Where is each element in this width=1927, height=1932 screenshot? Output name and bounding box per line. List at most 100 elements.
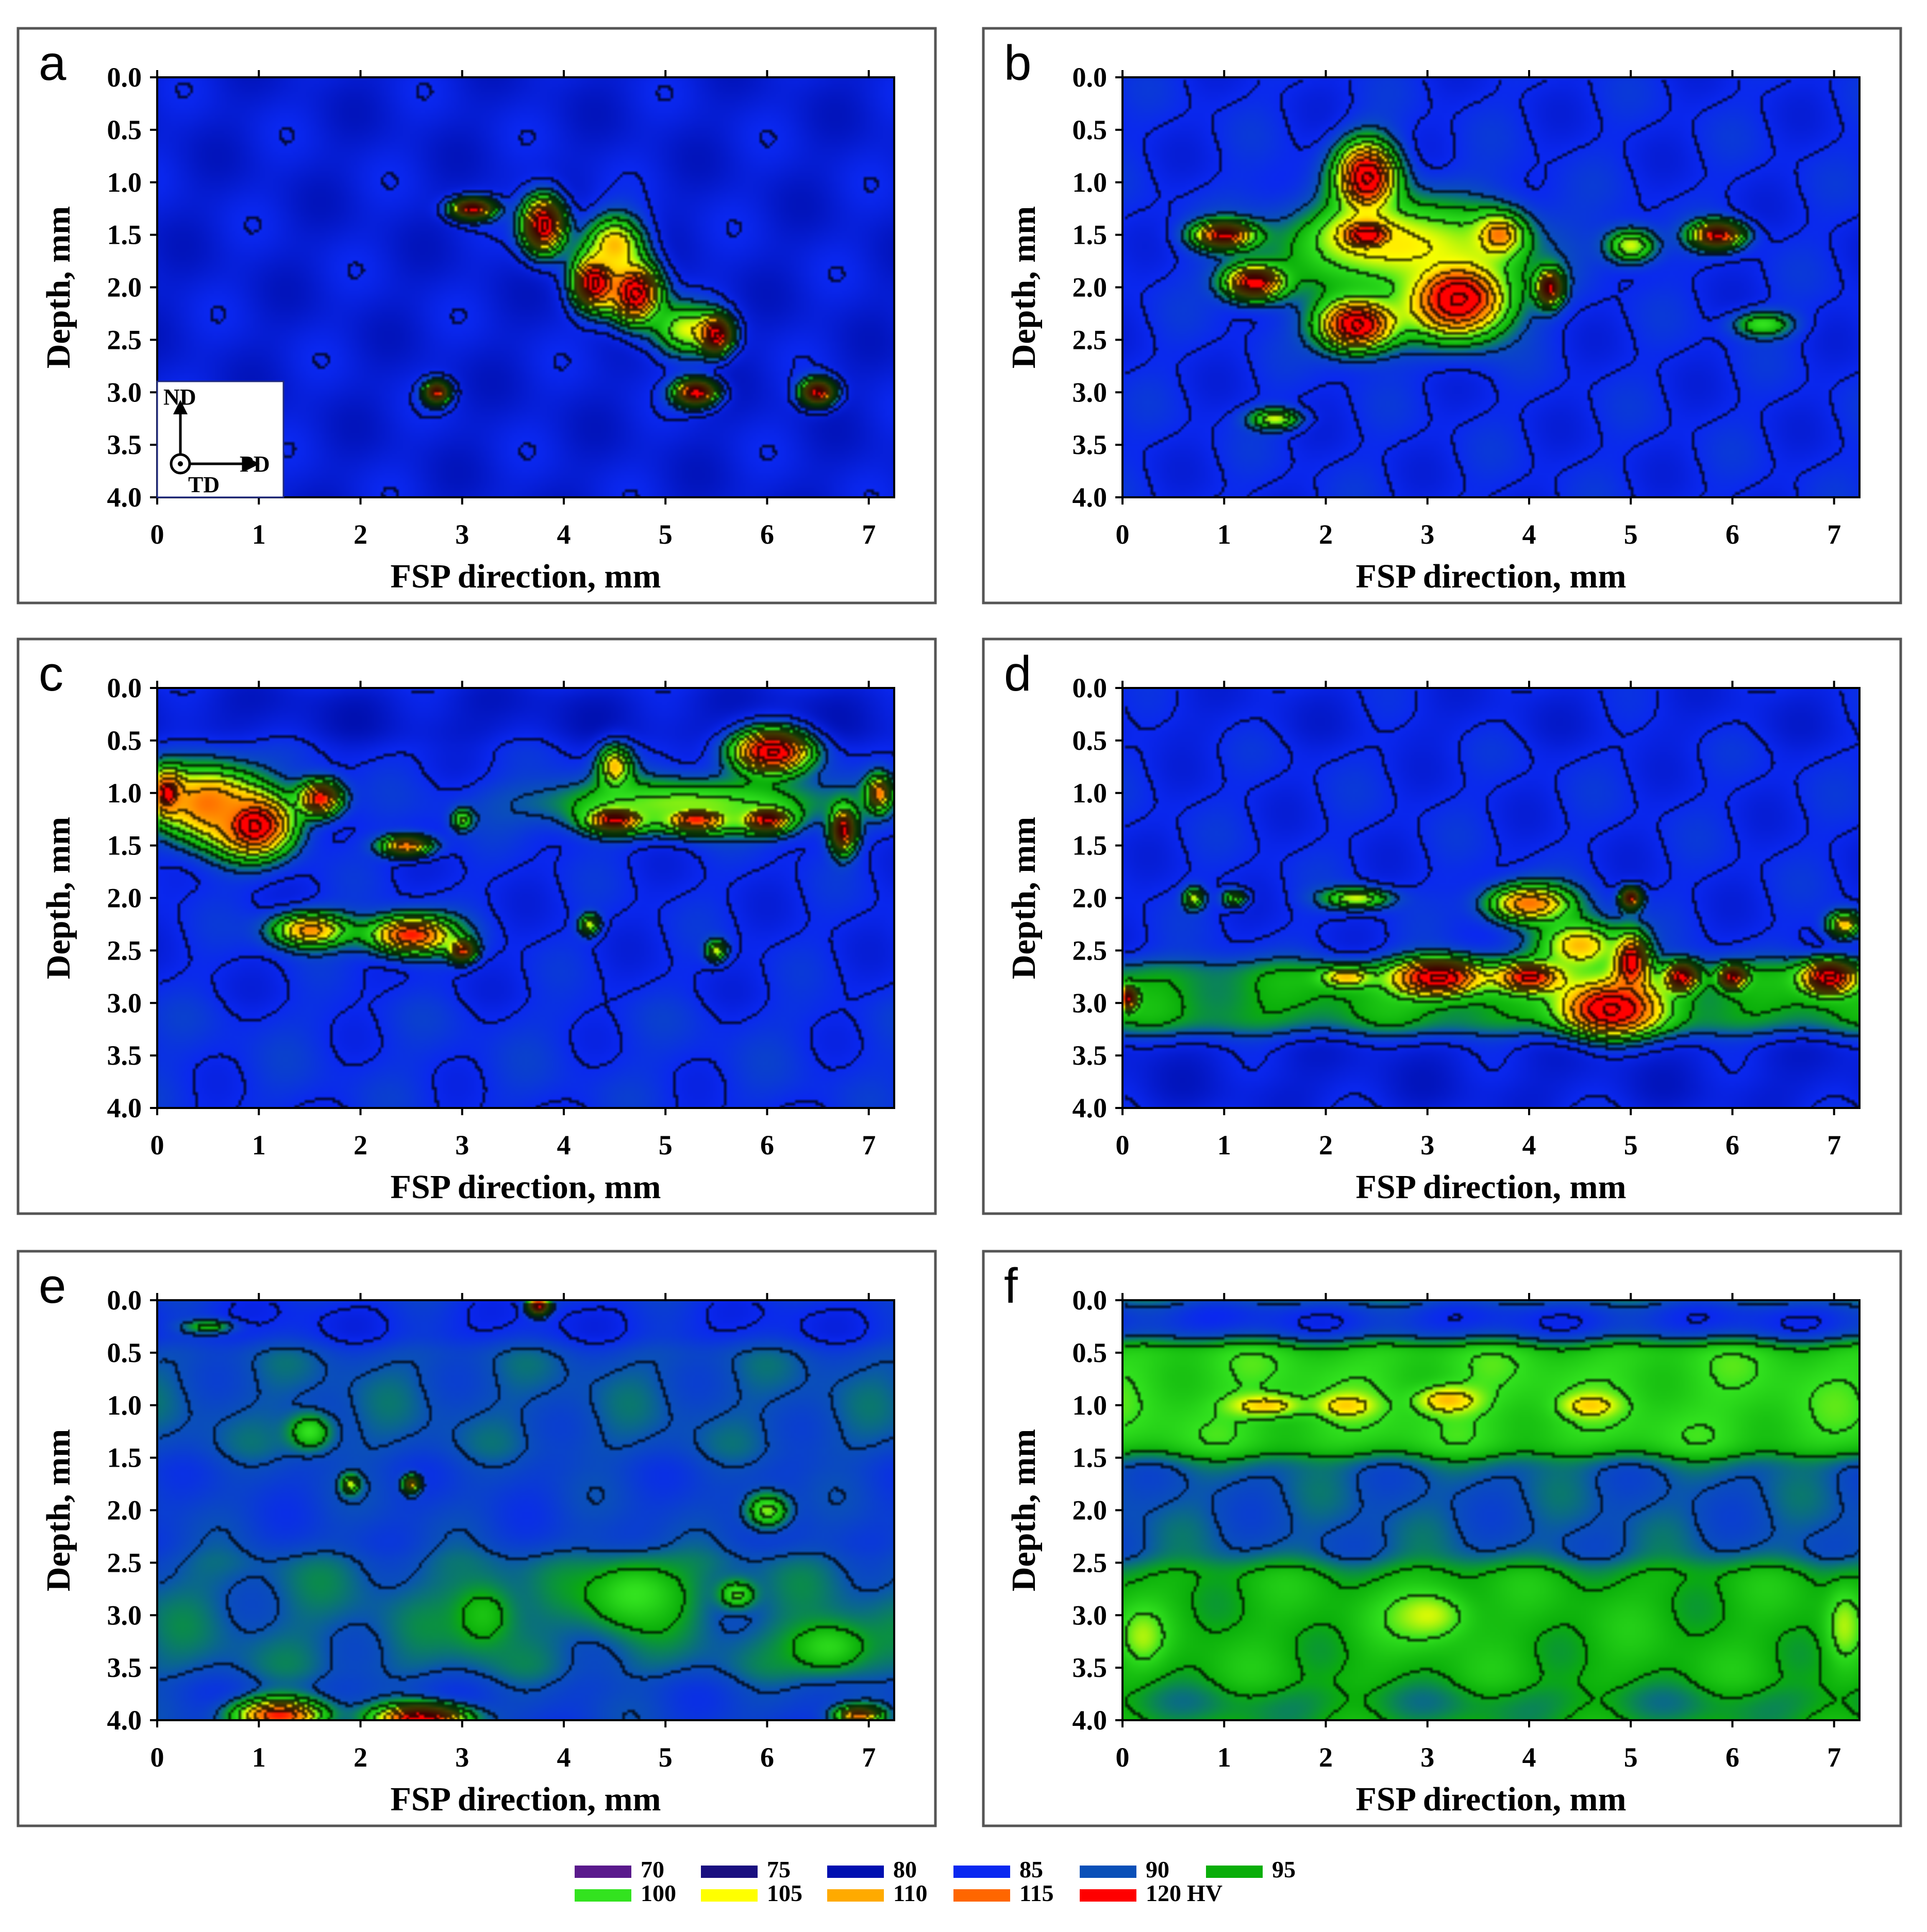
panel-letter: f [1004, 1258, 1018, 1314]
y-tick-label: 3.5 [107, 429, 142, 460]
legend-item: 105 [701, 1880, 802, 1906]
heatmap-image [157, 688, 894, 1108]
x-tick-label: 0 [1116, 1130, 1130, 1161]
x-tick-label: 5 [659, 1742, 673, 1773]
legend-label: 120 [1146, 1880, 1181, 1906]
x-tick-label: 6 [760, 519, 774, 550]
legend-swatch [701, 1889, 758, 1902]
x-tick-label: 3 [455, 1130, 469, 1161]
panel-letter: c [39, 646, 63, 701]
y-tick-label: 1.5 [1073, 830, 1108, 861]
legend-item: 75 [701, 1856, 791, 1883]
x-tick-label: 0 [1116, 1742, 1130, 1773]
y-tick-label: 3.0 [1073, 377, 1108, 408]
legend-swatch [953, 1866, 1010, 1878]
x-tick-label: 0 [1116, 519, 1130, 550]
y-tick-label: 2.0 [107, 272, 142, 303]
heatmap-image [1122, 688, 1859, 1108]
y-tick-label: 3.5 [107, 1652, 142, 1683]
legend-item: 95 [1206, 1856, 1296, 1883]
y-tick-label: 0.0 [107, 1285, 142, 1316]
y-tick-label: 2.5 [107, 1547, 142, 1578]
x-axis-title: FSP direction, mm [391, 1168, 661, 1206]
x-tick-label: 4 [557, 1130, 571, 1161]
y-axis-title: Depth, mm [40, 1429, 77, 1591]
y-tick-label: 4.0 [1073, 482, 1108, 513]
y-tick-label: 3.0 [107, 987, 142, 1018]
y-tick-label: 2.5 [1073, 1547, 1108, 1578]
y-tick-label: 0.5 [1073, 114, 1108, 145]
y-tick-label: 0.0 [1073, 1285, 1108, 1316]
inset-box [156, 380, 284, 498]
y-tick-label: 1.5 [1073, 220, 1108, 250]
y-tick-label: 0.0 [1073, 62, 1108, 93]
x-tick-label: 0 [150, 519, 164, 550]
legend-swatch [575, 1866, 631, 1878]
y-tick-label: 3.5 [107, 1040, 142, 1071]
y-tick-label: 0.0 [107, 62, 142, 93]
y-tick-label: 3.5 [1073, 1652, 1108, 1683]
y-tick-label: 0.5 [107, 1337, 142, 1368]
y-tick-label: 0.5 [1073, 725, 1108, 756]
pd-arrowhead [245, 457, 260, 471]
x-tick-label: 3 [455, 1742, 469, 1773]
x-tick-label: 7 [862, 1130, 876, 1161]
x-tick-label: 7 [1827, 519, 1841, 550]
y-tick-label: 1.0 [107, 1390, 142, 1421]
y-axis-title: Depth, mm [1005, 817, 1043, 979]
x-tick-label: 7 [1827, 1130, 1841, 1161]
x-axis-title: FSP direction, mm [1356, 558, 1627, 595]
y-tick-label: 2.5 [107, 935, 142, 966]
y-tick-label: 1.0 [107, 778, 142, 809]
legend-swatch [953, 1889, 1010, 1902]
x-tick-label: 5 [1624, 1742, 1638, 1773]
y-axis-title: Depth, mm [1005, 1429, 1043, 1591]
panel-letter: e [39, 1258, 66, 1314]
y-tick-label: 1.5 [1073, 1442, 1108, 1473]
y-tick-label: 1.0 [1073, 167, 1108, 198]
panel-f: f 0 1 2 3 4 5 6 7 0.0 0.5 1.0 1.5 2.0 2.5 3.0 3.5 4.0 FSP … [982, 1250, 1902, 1827]
y-tick-label: 4.0 [107, 1093, 142, 1123]
legend-item: 115 [953, 1880, 1053, 1906]
x-tick-label: 6 [1725, 1130, 1739, 1161]
legend-swatch [1206, 1866, 1263, 1878]
legend-label: 95 [1272, 1856, 1296, 1883]
y-tick-label: 1.0 [1073, 1390, 1108, 1421]
x-tick-label: 7 [862, 1742, 876, 1773]
y-tick-label: 4.0 [1073, 1705, 1108, 1736]
x-tick-label: 4 [1522, 519, 1536, 550]
x-tick-label: 3 [1420, 519, 1434, 550]
x-axis-title: FSP direction, mm [1356, 1168, 1627, 1206]
y-tick-label: 1.5 [107, 220, 142, 250]
panel-letter: b [1004, 36, 1031, 91]
x-tick-label: 3 [1420, 1742, 1434, 1773]
legend-label: 100 [641, 1880, 676, 1906]
x-tick-label: 4 [1522, 1130, 1536, 1161]
legend-item: 100 [575, 1880, 676, 1906]
x-tick-label: 3 [455, 519, 469, 550]
x-tick-label: 7 [862, 519, 876, 550]
legend-item: 120 [1080, 1880, 1181, 1906]
x-tick-label: 4 [557, 519, 571, 550]
y-tick-label: 1.5 [107, 1442, 142, 1473]
y-tick-label: 2.0 [1073, 272, 1108, 303]
heatmap-image [157, 1300, 894, 1720]
panel-letter: a [39, 36, 66, 91]
y-tick-label: 2.0 [107, 1495, 142, 1526]
y-tick-label: 1.0 [107, 167, 142, 198]
y-tick-label: 0.5 [1073, 1337, 1108, 1368]
y-tick-label: 3.0 [107, 1600, 142, 1631]
y-tick-label: 2.0 [1073, 1495, 1108, 1526]
x-tick-label: 0 [150, 1742, 164, 1773]
panel-letter: d [1004, 646, 1031, 701]
x-tick-label: 2 [1319, 1742, 1333, 1773]
legend-label: 75 [767, 1856, 791, 1883]
heatmap-image [1122, 77, 1859, 497]
y-tick-label: 3.0 [1073, 1600, 1108, 1631]
y-tick-label: 3.5 [1073, 429, 1108, 460]
nd-label: ND [163, 384, 196, 410]
x-axis-title: FSP direction, mm [1356, 1780, 1627, 1818]
legend-label: 80 [893, 1856, 917, 1883]
panel-a: a 0 1 2 3 4 5 6 7 0.0 0.5 1.0 1.5 2.0 2.5 3.0 3.5 4.0 FSP … [16, 27, 937, 604]
